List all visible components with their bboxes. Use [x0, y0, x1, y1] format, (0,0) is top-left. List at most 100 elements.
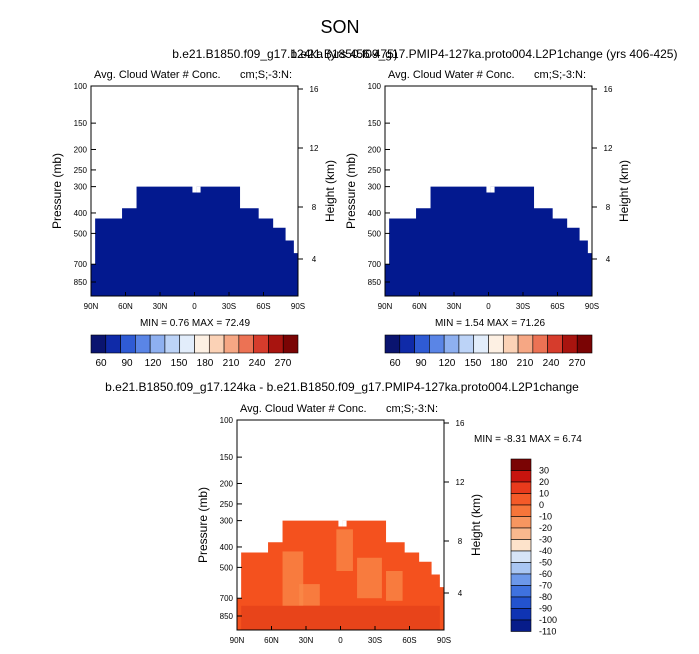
colorbar-swatch: [429, 334, 445, 354]
y-tick-label: 150: [74, 119, 88, 128]
y-right-tick-label: 4: [312, 255, 317, 264]
colorbar-swatch: [510, 458, 532, 471]
colorbar-label: -60: [539, 569, 552, 579]
y-tick-label: 400: [368, 209, 382, 218]
x-tick-label: 0: [338, 636, 343, 645]
y-tick-label: 100: [220, 416, 234, 425]
x-tick-label: 60S: [256, 302, 270, 311]
contour-gap: [196, 186, 201, 193]
colorbar-label: 150: [465, 358, 482, 369]
contour-patch: [282, 551, 304, 609]
panel-subtitle: b.e21.B1850.f09_g17.124ka (yrs 456-475): [172, 47, 398, 61]
colorbar-swatch: [532, 334, 548, 354]
x-tick-label: 30N: [153, 302, 168, 311]
colorbar-label: -20: [539, 523, 552, 533]
min-max-stats: MIN = -8.31 MAX = 6.74: [474, 434, 582, 445]
x-tick-label: 90N: [84, 302, 99, 311]
y-right-tick-label: 12: [604, 144, 613, 153]
y-tick-label: 250: [220, 500, 234, 509]
colorbar-swatch: [253, 334, 269, 354]
y-tick-label: 300: [368, 183, 382, 192]
x-tick-label: 90N: [378, 302, 393, 311]
panel-units-label: cm;S;-3:N:: [534, 69, 586, 81]
colorbar-swatch: [562, 334, 578, 354]
colorbar-swatch: [399, 334, 415, 354]
colorbar-swatch: [149, 334, 166, 354]
y-tick-label: 250: [74, 166, 88, 175]
panel-variable-label: Avg. Cloud Water # Conc.: [94, 69, 221, 81]
colorbar-label: 270: [569, 358, 586, 369]
colorbar-swatch: [510, 470, 532, 483]
contour-band-low: [241, 605, 440, 630]
contour-gap: [490, 186, 495, 193]
y-right-tick-label: 4: [606, 255, 611, 264]
y-tick-label: 300: [74, 183, 88, 192]
colorbar-swatch: [502, 334, 519, 354]
y-axis-title: Pressure (mb): [196, 487, 210, 563]
y-tick-label: 500: [368, 229, 382, 238]
y-tick-label: 500: [220, 563, 234, 572]
colorbar-swatch: [510, 596, 532, 609]
colorbar-swatch: [105, 334, 121, 354]
y-right-axis-title: Height (km): [323, 160, 337, 222]
colorbar-label: 0: [539, 500, 544, 510]
colorbar-swatch: [282, 334, 299, 354]
y-tick-label: 700: [220, 594, 234, 603]
y-right-tick-label: 12: [310, 144, 319, 153]
panel-units-label: cm;S;-3:N:: [386, 403, 438, 415]
colorbar-swatch: [510, 573, 532, 586]
colorbar-label: 180: [491, 358, 508, 369]
y-tick-label: 400: [74, 209, 88, 218]
colorbar-label: -30: [539, 535, 552, 545]
y-tick-label: 250: [368, 166, 382, 175]
colorbar-label: -80: [539, 592, 552, 602]
y-axis-title: Pressure (mb): [344, 153, 358, 229]
colorbar-swatch: [268, 334, 284, 354]
y-tick-label: 200: [220, 479, 234, 488]
x-tick-label: 30N: [447, 302, 462, 311]
colorbar-swatch: [510, 619, 532, 632]
colorbar-swatch: [510, 527, 532, 540]
colorbar-swatch: [510, 504, 532, 517]
colorbar-label: 60: [389, 358, 401, 369]
colorbar-swatch: [223, 334, 240, 354]
x-tick-label: 60N: [264, 636, 279, 645]
x-tick-label: 60S: [550, 302, 564, 311]
colorbar-label: 120: [145, 358, 162, 369]
colorbar-label: -40: [539, 546, 552, 556]
y-tick-label: 400: [220, 543, 234, 552]
colorbar-label: 240: [543, 358, 560, 369]
min-max-stats: MIN = 0.76 MAX = 72.49: [140, 318, 250, 329]
colorbar-swatch: [194, 334, 210, 354]
colorbar-1: 60 90 120 150 180 210 240 270: [90, 334, 299, 369]
contour-patch: [336, 529, 353, 571]
colorbar-label: 270: [275, 358, 292, 369]
colorbar-label: -110: [539, 627, 556, 637]
colorbar-swatch: [510, 608, 532, 621]
filled-contour-region: [91, 186, 298, 296]
y-right-tick-label: 8: [458, 537, 463, 546]
x-tick-label: 90S: [291, 302, 305, 311]
colorbar-label: -100: [539, 615, 557, 625]
x-tick-label: 30S: [368, 636, 382, 645]
min-max-stats: MIN = 1.54 MAX = 71.26: [435, 318, 545, 329]
colorbar-swatch: [414, 334, 430, 354]
colorbar-swatch: [510, 493, 532, 506]
colorbar-label: 210: [517, 358, 534, 369]
colorbar-swatch: [510, 539, 532, 552]
y-tick-label: 850: [220, 612, 234, 621]
colorbar-label: 150: [171, 358, 188, 369]
filled-contour-region: [385, 186, 592, 296]
x-tick-label: 30S: [222, 302, 236, 311]
y-axis-title: Pressure (mb): [50, 153, 64, 229]
colorbar-swatch: [135, 334, 151, 354]
y-tick-label: 100: [74, 82, 88, 91]
x-tick-label: 60N: [118, 302, 133, 311]
colorbar-swatch: [120, 334, 136, 354]
colorbar-swatch: [473, 334, 489, 354]
contour-patch: [386, 570, 403, 601]
y-right-tick-label: 16: [456, 419, 465, 428]
contour-gap: [342, 520, 347, 527]
